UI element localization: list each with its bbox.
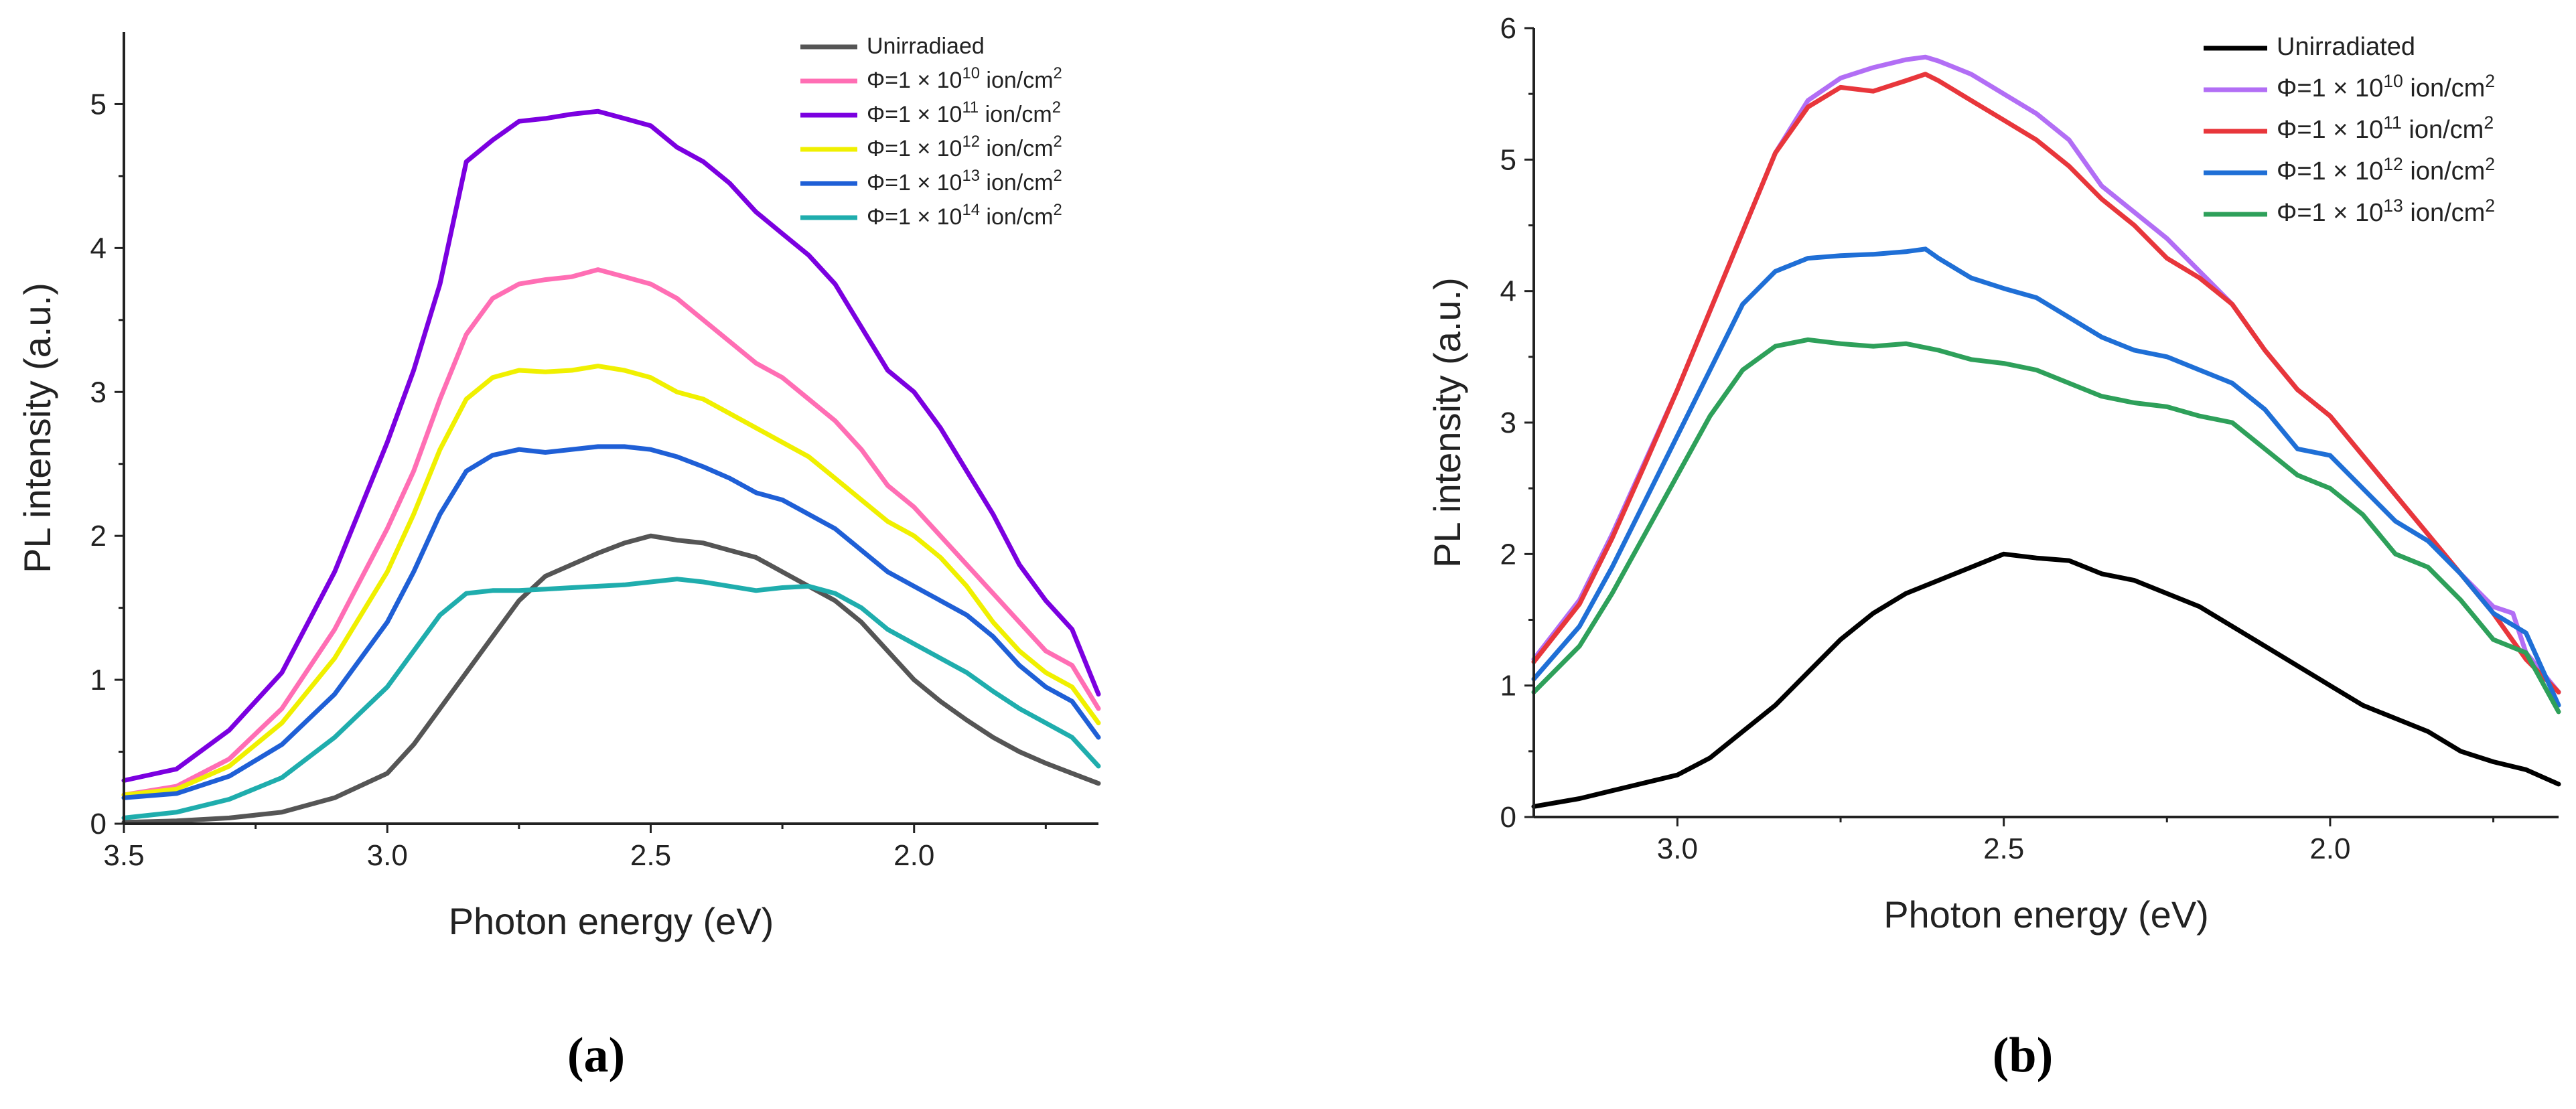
legend-entry-1: Unirradiaed — [867, 33, 985, 59]
y-tick-label: 3 — [1500, 406, 1516, 439]
series-line-4 — [121, 364, 1101, 798]
panel-a: 3.5 3.0 2.5 2.0 0 1 2 3 4 5 Photon energy (eV) PL i… — [16, 32, 1101, 1083]
y-tick-label: 1 — [1500, 670, 1516, 703]
y-tick-label: 0 — [90, 808, 106, 840]
series-line-1 — [121, 533, 1101, 825]
panel-label: (b) — [1993, 1028, 2053, 1083]
series-line-6 — [121, 577, 1101, 820]
y-axis-title: PL intensity (a.u.) — [16, 283, 58, 573]
x-tick-label: 2.5 — [1983, 832, 2024, 865]
legend-entry-3: Φ=1 × 1011 ion/cm2 — [867, 98, 1061, 127]
series-line-5 — [1531, 337, 2561, 715]
x-tick-label: 2.0 — [893, 839, 934, 872]
series-line-1 — [1531, 551, 2561, 809]
x-tick-label: 2.0 — [2309, 832, 2350, 865]
legend-entry-5: Φ=1 × 1013 ion/cm2 — [2277, 196, 2495, 227]
y-tick-label: 1 — [90, 664, 106, 696]
y-tick-label: 0 — [1500, 801, 1516, 834]
legend: Unirradiaed Φ=1 × 1010 ion/cm2 Φ=1 × 1011 … — [800, 33, 1062, 230]
x-axis-title: Photon energy (eV) — [1883, 893, 2209, 936]
series-line-2 — [121, 267, 1101, 798]
y-tick-label: 4 — [90, 232, 106, 265]
series-line-3 — [1531, 72, 2561, 694]
series-line-5 — [121, 444, 1101, 800]
y-axis-title: PL intensity (a.u.) — [1426, 277, 1468, 568]
series-line-3 — [121, 108, 1101, 783]
x-tick-label: 2.5 — [630, 839, 671, 872]
legend: Unirradiated Φ=1 × 1010 ion/cm2 Φ=1 × 1011… — [2204, 33, 2495, 227]
y-tick-label: 2 — [90, 520, 106, 552]
y-tick-label: 2 — [1500, 538, 1516, 571]
y-tick-label: 6 — [1500, 12, 1516, 45]
legend-entry-4: Φ=1 × 1012 ion/cm2 — [867, 133, 1062, 161]
x-tick-label: 3.0 — [1657, 832, 1698, 865]
x-tick-label: 3.0 — [367, 839, 408, 872]
panel-label: (a) — [567, 1028, 625, 1083]
legend-entry-2: Φ=1 × 1010 ion/cm2 — [867, 64, 1062, 93]
x-axis-title: Photon energy (eV) — [449, 900, 774, 942]
legend-entry-6: Φ=1 × 1014 ion/cm2 — [867, 201, 1062, 230]
x-tick-label: 3.5 — [103, 839, 144, 872]
legend-entry-4: Φ=1 × 1012 ion/cm2 — [2277, 154, 2495, 186]
legend-entry-2: Φ=1 × 1010 ion/cm2 — [2277, 71, 2495, 102]
y-tick-label: 5 — [90, 88, 106, 121]
legend-entry-3: Φ=1 × 1011 ion/cm2 — [2277, 113, 2494, 144]
series-line-4 — [1531, 246, 2561, 708]
legend-entry-5: Φ=1 × 1013 ion/cm2 — [867, 167, 1062, 196]
panel-b: 3.0 2.5 2.0 0 1 2 3 4 5 6 Photon energy (eV) PL int… — [1426, 12, 2561, 1083]
y-tick-label: 3 — [90, 376, 106, 409]
legend-entry-1: Unirradiated — [2277, 33, 2415, 61]
y-tick-label: 4 — [1500, 275, 1516, 308]
y-tick-label: 5 — [1500, 143, 1516, 176]
